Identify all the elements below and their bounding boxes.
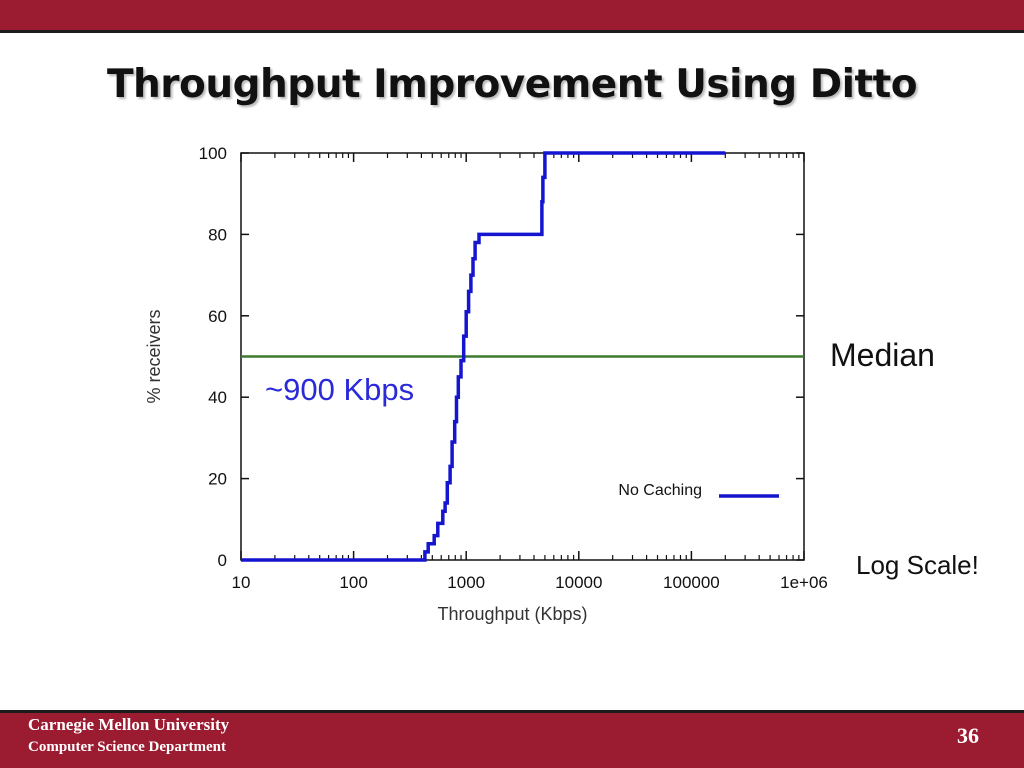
median-value-label: ~900 Kbps xyxy=(265,372,415,407)
x-tick-label: 100 xyxy=(339,573,367,592)
y-tick-label: 60 xyxy=(208,307,227,326)
x-axis-title: Throughput (Kbps) xyxy=(437,604,587,624)
top-banner xyxy=(0,0,1024,33)
y-tick-label: 80 xyxy=(208,225,227,244)
x-tick-label: 10 xyxy=(232,573,251,592)
page-number: 36 xyxy=(957,723,979,748)
y-tick-label: 0 xyxy=(218,551,227,570)
y-tick-label: 40 xyxy=(208,388,227,407)
y-axis-title: % receivers xyxy=(144,309,164,403)
x-tick-label: 100000 xyxy=(663,573,720,592)
log-scale-note: Log Scale! xyxy=(856,550,979,580)
department-name: Computer Science Department xyxy=(28,739,227,755)
x-tick-label: 10000 xyxy=(555,573,602,592)
median-label: Median xyxy=(830,337,935,373)
y-tick-label: 20 xyxy=(208,470,227,489)
slide-title: Throughput Improvement Using Ditto xyxy=(106,62,918,107)
series-line xyxy=(241,151,726,562)
legend-label: No Caching xyxy=(618,482,702,499)
y-tick-label: 100 xyxy=(199,144,227,163)
x-tick-label: 1e+06 xyxy=(780,573,828,592)
x-tick-label: 1000 xyxy=(447,573,485,592)
footer-banner xyxy=(0,710,1024,768)
university-name: Carnegie Mellon University xyxy=(28,715,230,734)
